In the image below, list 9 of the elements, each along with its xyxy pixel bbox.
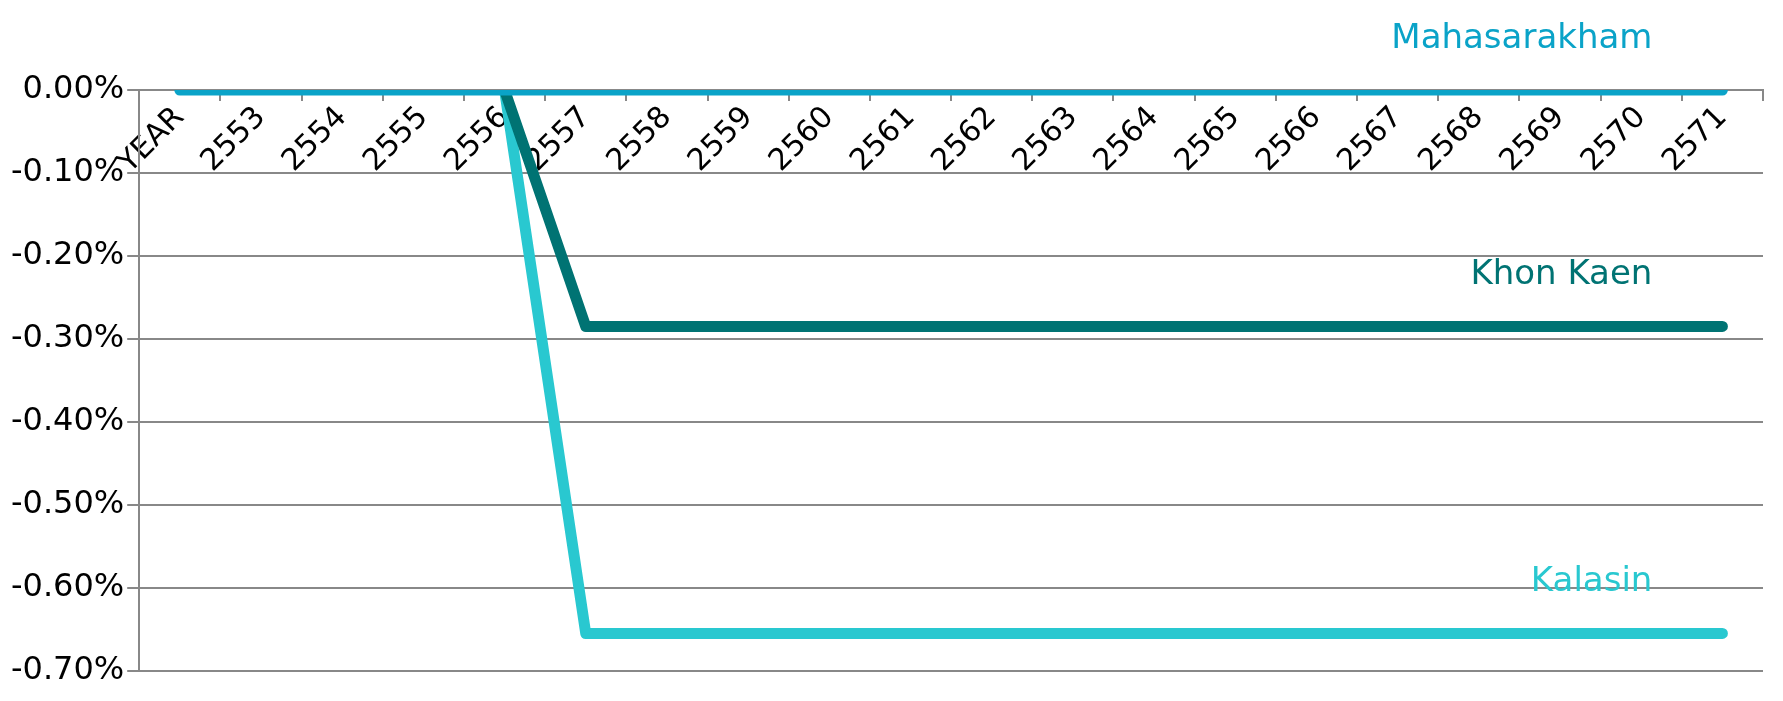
y-tick-label: -0.40%: [11, 400, 125, 439]
y-tick-label: -0.70%: [11, 649, 125, 688]
y-tick-label: 0.00%: [22, 68, 125, 107]
series-label: Mahasarakham: [1391, 16, 1653, 56]
y-tick-label: -0.30%: [11, 317, 125, 356]
y-tick-label: -0.60%: [11, 566, 125, 605]
series-label: Khon Kaen: [1470, 252, 1653, 293]
y-tick-label: -0.20%: [11, 234, 125, 273]
y-tick-label: -0.50%: [11, 483, 125, 522]
